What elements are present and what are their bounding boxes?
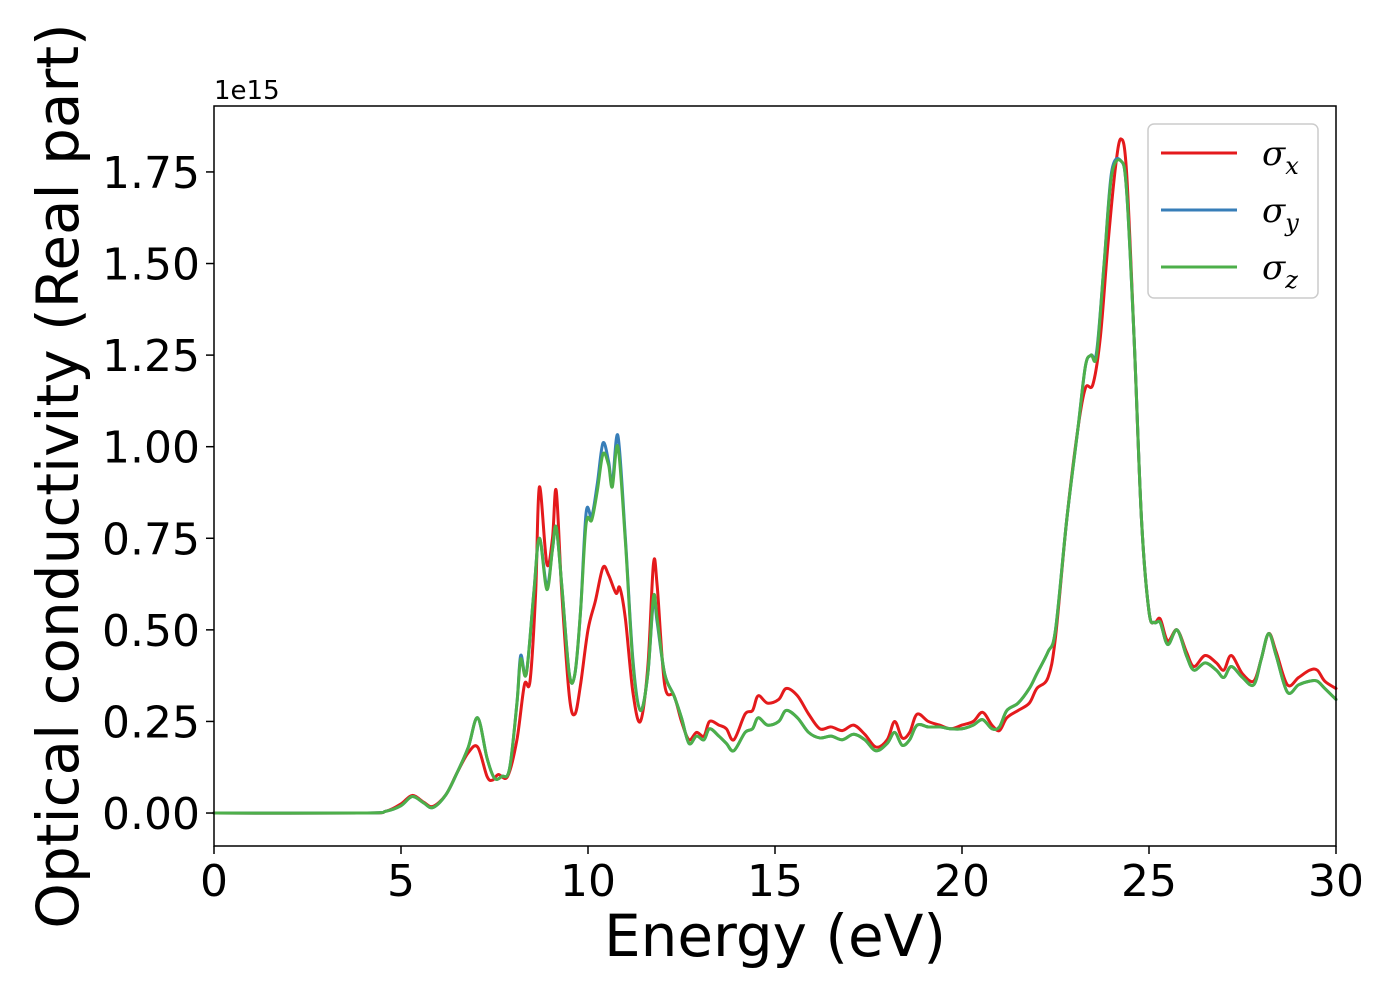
x-tick-label: 15 — [747, 856, 803, 907]
ticks-layer: 0 5 10 15 20 25 30 0.00 0.25 0.50 0.75 1.00 1.25 1.50… — [102, 148, 1364, 907]
y-tick-label: 0.50 — [102, 606, 200, 657]
series-line-z — [212, 158, 1338, 815]
y-tick-label: 1.50 — [102, 240, 200, 291]
y-tick-label: 1.25 — [102, 331, 200, 382]
x-axis-title: Energy (eV) — [604, 902, 946, 970]
y-tick-label: 0.75 — [102, 514, 200, 565]
x-tick-label: 10 — [560, 856, 616, 907]
y-tick-label: 0.25 — [102, 697, 200, 748]
x-tick-label: 0 — [200, 856, 228, 907]
x-tick-label: 5 — [387, 856, 415, 907]
y-tick-label: 1.75 — [102, 148, 200, 199]
x-tick-label: 20 — [934, 856, 990, 907]
y-offset-label: 1e15 — [214, 76, 280, 106]
y-tick-label: 0.00 — [102, 789, 200, 840]
y-tick-label: 1.00 — [102, 423, 200, 474]
x-tick-label: 25 — [1121, 856, 1177, 907]
y-axis-title: Optical conductivity (Real part) — [24, 23, 92, 928]
legend-label-x: σx — [1262, 134, 1299, 180]
x-tick-label: 30 — [1308, 856, 1364, 907]
series-layer — [212, 137, 1338, 815]
legend-label-y: σy — [1262, 191, 1299, 237]
